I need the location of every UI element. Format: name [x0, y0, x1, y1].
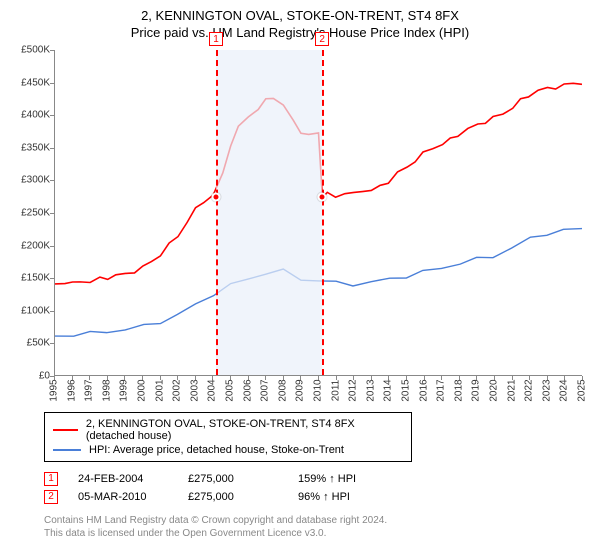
- sale-row-badge: 1: [44, 472, 58, 486]
- y-axis-label: £350K: [10, 142, 50, 153]
- sale-vline: [216, 50, 218, 375]
- x-axis-label: 2023: [541, 379, 552, 401]
- title-block: 2, KENNINGTON OVAL, STOKE-ON-TRENT, ST4 …: [0, 0, 600, 42]
- sale-badge: 1: [209, 32, 223, 46]
- x-axis-label: 2013: [365, 379, 376, 401]
- legend-swatch: [53, 429, 78, 431]
- title-line2: Price paid vs. HM Land Registry's House …: [10, 25, 590, 40]
- y-axis-label: £450K: [10, 77, 50, 88]
- x-axis-label: 2000: [137, 379, 148, 401]
- title-line1: 2, KENNINGTON OVAL, STOKE-ON-TRENT, ST4 …: [10, 8, 590, 23]
- x-axis-label: 2007: [260, 379, 271, 401]
- x-axis-label: 1996: [66, 379, 77, 401]
- x-axis-label: 2016: [418, 379, 429, 401]
- y-axis-label: £200K: [10, 240, 50, 251]
- x-axis-label: 2022: [524, 379, 535, 401]
- sale-marker: [318, 192, 327, 201]
- legend: 2, KENNINGTON OVAL, STOKE-ON-TRENT, ST4 …: [44, 412, 412, 462]
- sale-row: 1 24-FEB-2004 £275,000 159% ↑ HPI: [44, 470, 590, 488]
- x-axis-label: 2006: [242, 379, 253, 401]
- x-axis-label: 2019: [471, 379, 482, 401]
- sale-date: 05-MAR-2010: [78, 491, 168, 503]
- y-axis-label: £300K: [10, 175, 50, 186]
- x-axis-label: 1999: [119, 379, 130, 401]
- sale-price: £275,000: [188, 491, 278, 503]
- chart-area: 12 £0 £50K £100K £150K £200K £250K £300K £350K £…: [10, 46, 590, 406]
- y-axis-label: £100K: [10, 305, 50, 316]
- x-axis-label: 2020: [489, 379, 500, 401]
- plot-area: 12: [54, 50, 582, 376]
- chart-container: 2, KENNINGTON OVAL, STOKE-ON-TRENT, ST4 …: [0, 0, 600, 540]
- x-axis-label: 2018: [453, 379, 464, 401]
- x-axis-label: 2017: [436, 379, 447, 401]
- legend-label: 2, KENNINGTON OVAL, STOKE-ON-TRENT, ST4 …: [86, 418, 403, 442]
- x-axis-label: 2002: [172, 379, 183, 401]
- x-axis-label: 2015: [401, 379, 412, 401]
- x-axis-label: 2008: [277, 379, 288, 401]
- sale-row-badge: 2: [44, 490, 58, 504]
- y-axis-label: £50K: [10, 338, 50, 349]
- sale-vline: [322, 50, 324, 375]
- x-axis-label: 2025: [577, 379, 588, 401]
- x-axis-label: 2001: [154, 379, 165, 401]
- footer-line2: This data is licensed under the Open Gov…: [44, 527, 590, 540]
- sale-date: 24-FEB-2004: [78, 473, 168, 485]
- sale-ratio: 159% ↑ HPI: [298, 473, 388, 485]
- x-axis-label: 1995: [49, 379, 60, 401]
- y-axis-label: £150K: [10, 273, 50, 284]
- y-axis-label: £500K: [10, 45, 50, 56]
- sale-badge: 2: [315, 32, 329, 46]
- x-axis-label: 2005: [225, 379, 236, 401]
- x-axis-label: 2012: [348, 379, 359, 401]
- highlight-band: [216, 50, 322, 375]
- x-axis-label: 2009: [295, 379, 306, 401]
- legend-swatch: [53, 449, 81, 451]
- sale-marker: [212, 192, 221, 201]
- y-axis-label: £400K: [10, 110, 50, 121]
- sale-ratio: 96% ↑ HPI: [298, 491, 388, 503]
- sale-row: 2 05-MAR-2010 £275,000 96% ↑ HPI: [44, 488, 590, 506]
- footer-line1: Contains HM Land Registry data © Crown c…: [44, 514, 590, 527]
- x-axis-label: 2003: [189, 379, 200, 401]
- x-axis-label: 2024: [559, 379, 570, 401]
- legend-label: HPI: Average price, detached house, Stok…: [89, 444, 344, 456]
- x-axis-label: 2011: [330, 380, 341, 402]
- x-axis-label: 2010: [313, 379, 324, 401]
- sale-price: £275,000: [188, 473, 278, 485]
- footer: Contains HM Land Registry data © Crown c…: [44, 514, 590, 540]
- x-axis-label: 2004: [207, 379, 218, 401]
- y-axis-label: £250K: [10, 208, 50, 219]
- x-axis-label: 1997: [84, 379, 95, 401]
- legend-item: HPI: Average price, detached house, Stok…: [53, 443, 403, 457]
- y-axis-label: £0: [10, 371, 50, 382]
- x-axis-label: 2021: [506, 379, 517, 401]
- x-axis-label: 2014: [383, 379, 394, 401]
- legend-item: 2, KENNINGTON OVAL, STOKE-ON-TRENT, ST4 …: [53, 417, 403, 443]
- x-axis-label: 1998: [101, 379, 112, 401]
- sales-list: 1 24-FEB-2004 £275,000 159% ↑ HPI 2 05-MAR-20…: [44, 470, 590, 506]
